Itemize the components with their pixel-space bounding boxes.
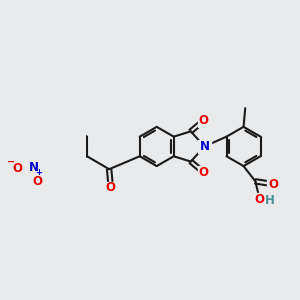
Text: O: O [268, 178, 278, 190]
Bar [11, 163, 23, 175]
Text: O: O [254, 193, 265, 206]
Bar [198, 166, 210, 178]
Text: N: N [200, 140, 209, 153]
Bar [28, 161, 40, 173]
Text: O: O [199, 166, 209, 179]
Text: O: O [12, 162, 22, 175]
Bar [198, 114, 210, 127]
Bar [254, 193, 266, 205]
Bar [267, 178, 279, 190]
Text: −: − [7, 157, 15, 167]
Text: +: + [35, 168, 42, 177]
Text: O: O [199, 114, 209, 127]
Bar [105, 182, 117, 194]
Text: O: O [33, 175, 43, 188]
Bar [32, 175, 44, 188]
Text: O: O [106, 182, 116, 194]
Bar [198, 140, 211, 153]
Text: H: H [265, 194, 275, 207]
Text: N: N [29, 160, 39, 174]
